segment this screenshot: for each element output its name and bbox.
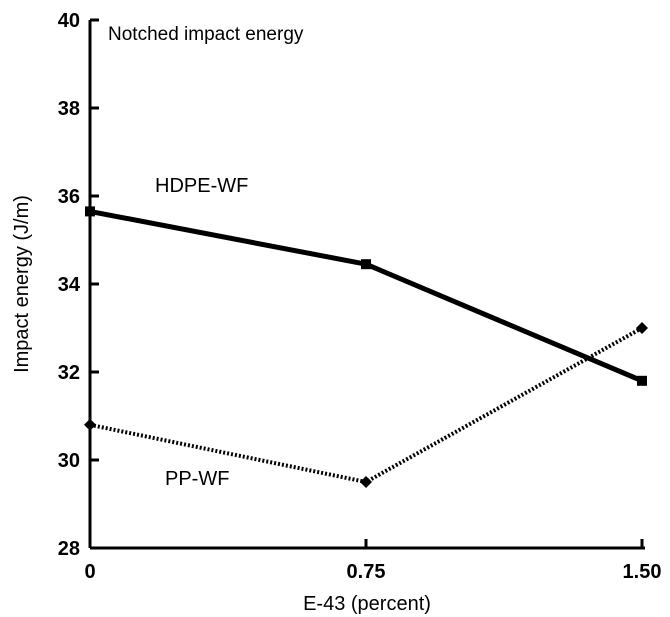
data-point-pp-wf xyxy=(360,476,372,488)
chart-title: Notched impact energy xyxy=(108,24,304,45)
x-axis-title: E-43 (percent) xyxy=(303,593,431,615)
y-axis-title: Impact energy (J/m) xyxy=(11,195,33,373)
y-tick-label: 28 xyxy=(58,538,80,560)
series-line-pp-wf xyxy=(89,326,643,484)
data-point-pp-wf xyxy=(636,322,648,334)
data-point-hdpe-wf xyxy=(637,375,647,386)
data-point-hdpe-wf xyxy=(85,206,95,217)
plot-area: 28 30 32 34 36 38 40 0 0.75 1.50 xyxy=(58,10,662,583)
y-tick-label: 34 xyxy=(58,274,81,296)
series-line-hdpe-wf xyxy=(89,208,643,384)
x-tick-label: 0 xyxy=(84,561,95,583)
data-point-hdpe-wf xyxy=(361,259,371,270)
series-label-pp-wf: PP-WF xyxy=(165,468,229,490)
y-ticks: 28 30 32 34 36 38 40 xyxy=(58,10,99,560)
x-ticks: 0 0.75 1.50 xyxy=(84,539,661,583)
y-tick-label: 38 xyxy=(58,98,80,120)
y-tick-label: 36 xyxy=(58,186,80,208)
y-tick-label: 30 xyxy=(58,450,80,472)
x-tick-label: 0.75 xyxy=(347,561,386,583)
data-point-pp-wf xyxy=(84,418,96,431)
x-tick-label: 1.50 xyxy=(623,561,662,583)
y-tick-label: 32 xyxy=(58,362,80,384)
series-layer xyxy=(84,206,648,488)
series-label-hdpe-wf: HDPE-WF xyxy=(155,175,248,197)
y-tick-label: 40 xyxy=(58,10,80,32)
